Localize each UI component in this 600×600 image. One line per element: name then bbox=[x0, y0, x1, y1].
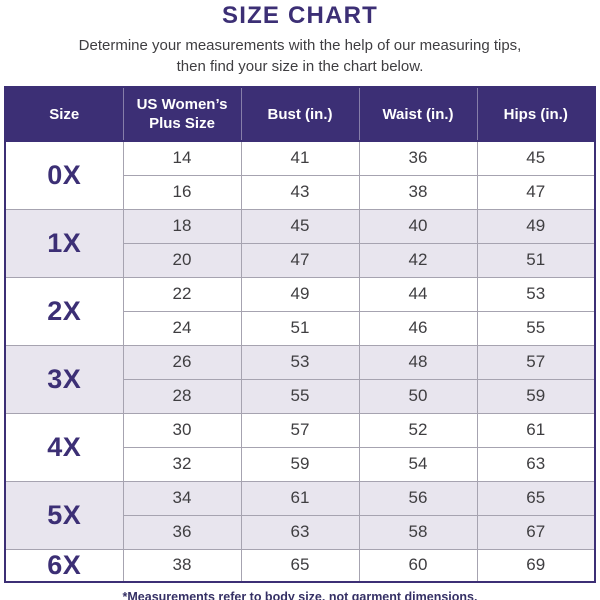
measurement-cell: 65 bbox=[476, 480, 596, 516]
size-label: 1X bbox=[4, 208, 124, 278]
measurement-cell: 45 bbox=[240, 208, 360, 244]
measurement-cell: 55 bbox=[476, 310, 596, 346]
measurement-cell: 55 bbox=[240, 378, 360, 414]
measurement-cell: 49 bbox=[240, 276, 360, 312]
measurement-cell: 57 bbox=[476, 344, 596, 380]
measurement-cell: 14 bbox=[122, 140, 242, 176]
table-row: 4X 30 57 52 61 bbox=[4, 412, 596, 482]
measurement-cell: 32 bbox=[122, 446, 242, 482]
measurement-cell: 53 bbox=[240, 344, 360, 380]
measurement-cell: 57 bbox=[240, 412, 360, 448]
size-label: 2X bbox=[4, 276, 124, 346]
size-label: 3X bbox=[4, 344, 124, 414]
measurement-cell: 45 bbox=[476, 140, 596, 176]
measurement-cell: 30 bbox=[122, 412, 242, 448]
measurement-cell: 53 bbox=[476, 276, 596, 312]
table-row: 20 47 42 51 bbox=[5, 242, 596, 278]
measurement-cell: 58 bbox=[358, 514, 478, 550]
measurement-cell: 47 bbox=[240, 242, 360, 278]
measurement-cell: 51 bbox=[476, 242, 596, 278]
measurement-cell: 40 bbox=[358, 208, 478, 244]
measurement-cell: 44 bbox=[358, 276, 478, 312]
measurement-cell: 51 bbox=[240, 310, 360, 346]
measurement-cell: 42 bbox=[358, 242, 478, 278]
table-row: 5X 34 61 56 65 bbox=[4, 480, 596, 550]
size-label: 4X bbox=[4, 412, 124, 482]
measurement-cell: 38 bbox=[122, 548, 242, 582]
measurement-cell: 65 bbox=[240, 548, 360, 582]
measurement-cell: 47 bbox=[476, 174, 596, 210]
measurement-cell: 61 bbox=[476, 412, 596, 448]
table-row: 3X 26 53 48 57 bbox=[4, 344, 596, 414]
measurement-cell: 34 bbox=[122, 480, 242, 516]
size-label: 0X bbox=[4, 140, 124, 210]
footnote: *Measurements refer to body size, not ga… bbox=[122, 589, 478, 600]
measurement-cell: 43 bbox=[240, 174, 360, 210]
measurement-cell: 46 bbox=[358, 310, 478, 346]
measurement-cell: 61 bbox=[240, 480, 360, 516]
measurement-cell: 16 bbox=[122, 174, 242, 210]
measurement-cell: 26 bbox=[122, 344, 242, 380]
measurement-cell: 24 bbox=[122, 310, 242, 346]
column-header: Size bbox=[5, 87, 123, 142]
measurement-cell: 52 bbox=[358, 412, 478, 448]
table-row: 24 51 46 55 bbox=[5, 310, 596, 346]
measurement-cell: 20 bbox=[122, 242, 242, 278]
size-label: 5X bbox=[4, 480, 124, 550]
measurement-cell: 63 bbox=[240, 514, 360, 550]
column-header: US Women’s Plus Size bbox=[122, 87, 241, 142]
table-row: 16 43 38 47 bbox=[5, 174, 596, 210]
measurement-cell: 22 bbox=[122, 276, 242, 312]
measurement-cell: 48 bbox=[358, 344, 478, 380]
measurement-cell: 49 bbox=[476, 208, 596, 244]
size-label: 6X bbox=[4, 548, 124, 582]
column-header: Hips (in.) bbox=[476, 87, 595, 142]
measurement-cell: 54 bbox=[358, 446, 478, 482]
measurement-cell: 56 bbox=[358, 480, 478, 516]
header-row: Size US Women’s Plus Size Bust (in.) Waist … bbox=[5, 87, 595, 142]
subtitle-line-1: Determine your measurements with the hel… bbox=[78, 37, 522, 54]
measurement-cell: 69 bbox=[476, 548, 596, 582]
measurement-cell: 67 bbox=[476, 514, 596, 550]
table-row: 32 59 54 63 bbox=[5, 446, 596, 482]
table-row: 0X 14 41 36 45 bbox=[4, 140, 596, 210]
measurement-cell: 38 bbox=[358, 174, 478, 210]
measurement-cell: 41 bbox=[240, 140, 360, 176]
measurement-cell: 36 bbox=[358, 140, 478, 176]
table-row: 36 63 58 67 bbox=[5, 514, 596, 550]
measurement-cell: 50 bbox=[358, 378, 478, 414]
column-header: Waist (in.) bbox=[358, 87, 477, 142]
table-row: 2X 22 49 44 53 bbox=[4, 276, 596, 346]
measurement-cell: 59 bbox=[476, 378, 596, 414]
table-row: 28 55 50 59 bbox=[5, 378, 596, 414]
measurement-cell: 63 bbox=[476, 446, 596, 482]
page-title: SIZE CHART bbox=[222, 2, 378, 29]
measurement-cell: 59 bbox=[240, 446, 360, 482]
table-row: 6X 38 65 60 69 bbox=[4, 548, 596, 582]
measurement-cell: 36 bbox=[122, 514, 242, 550]
subtitle-line-2: then find your size in the chart below. bbox=[176, 58, 424, 75]
size-chart-table: Size US Women’s Plus Size Bust (in.) Waist … bbox=[4, 86, 596, 583]
measurement-cell: 60 bbox=[358, 548, 478, 582]
subtitle: Determine your measurements with the hel… bbox=[0, 35, 600, 77]
column-header: Bust (in.) bbox=[240, 87, 359, 142]
table-row: 1X 18 45 40 49 bbox=[4, 208, 596, 278]
measurement-cell: 28 bbox=[122, 378, 242, 414]
measurement-cell: 18 bbox=[122, 208, 242, 244]
